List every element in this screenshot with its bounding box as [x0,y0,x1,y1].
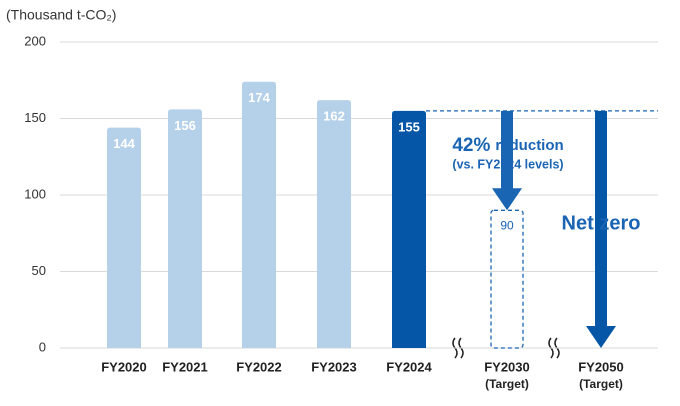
bar [317,100,351,348]
data-label: 156 [174,118,196,133]
data-label: 90 [500,218,514,232]
x-tick-label: FY2023 [311,359,357,374]
arrow [492,110,522,211]
data-label: 162 [323,109,345,124]
bar [168,109,202,348]
x-tick-note: (Target) [485,377,529,391]
bar [242,81,276,348]
data-label: 144 [113,136,135,151]
y-tick-label: 150 [24,110,46,125]
x-tick-label: FY2050 [578,359,624,374]
bar [392,110,426,348]
y-tick-label: 50 [32,263,46,278]
x-tick-label: FY2021 [162,359,208,374]
reduction-basis: (vs. FY2024 levels) [452,157,563,171]
x-tick-label: FY2024 [386,359,432,374]
x-tick-label: FY2030 [484,359,530,374]
reduction-text: reduction [495,137,563,154]
reduction-pct: 42% [452,135,490,156]
reduction-annotation: 42% reduction [452,135,563,156]
y-tick-label: 200 [24,33,46,48]
data-label: 174 [248,90,270,105]
bar [107,127,141,349]
x-tick-label: FY2020 [101,359,147,374]
unit-label: (Thousand t-CO₂) [6,7,116,23]
net-zero-label: Net zero [562,212,641,234]
data-label: 155 [398,119,420,134]
y-tick-label: 100 [24,186,46,201]
y-tick-label: 0 [39,339,46,354]
x-tick-label: FY2022 [236,359,282,374]
arrow [586,110,616,348]
x-tick-note: (Target) [579,377,623,391]
